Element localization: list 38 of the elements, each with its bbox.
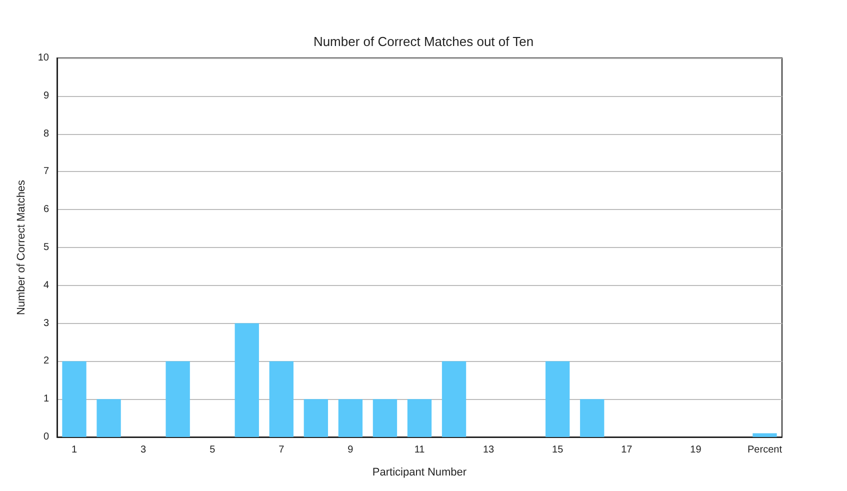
y-tick-label: 7 bbox=[43, 166, 50, 178]
bar bbox=[96, 399, 121, 437]
x-tick-label: 3 bbox=[140, 444, 147, 456]
x-tick-label: Percent bbox=[748, 444, 782, 456]
x-tick-label: 9 bbox=[348, 444, 354, 456]
y-tick-label: 4 bbox=[43, 280, 50, 291]
bar bbox=[269, 361, 294, 437]
bar bbox=[62, 361, 86, 437]
y-tick-label: 9 bbox=[43, 90, 50, 102]
x-tick-label: 15 bbox=[552, 444, 564, 456]
x-tick-label: 17 bbox=[621, 444, 633, 456]
y-tick-label: 3 bbox=[43, 318, 50, 329]
bar bbox=[407, 399, 432, 437]
bar bbox=[304, 399, 328, 437]
bar bbox=[442, 361, 466, 437]
bar bbox=[580, 399, 604, 437]
y-tick-label: 0 bbox=[43, 432, 50, 442]
bar bbox=[338, 399, 363, 437]
x-tick-label: 5 bbox=[210, 444, 216, 456]
y-tick-label: 10 bbox=[38, 52, 50, 64]
bar bbox=[752, 433, 777, 437]
y-tick-label: 1 bbox=[43, 394, 50, 405]
x-tick-label: 1 bbox=[71, 444, 78, 456]
x-tick-label: 13 bbox=[482, 444, 495, 456]
bar bbox=[234, 323, 259, 437]
y-tick-label: 2 bbox=[43, 356, 50, 367]
x-tick-label: 7 bbox=[278, 444, 285, 456]
bar bbox=[372, 399, 398, 437]
y-tick-label: 5 bbox=[43, 242, 50, 253]
y-tick-label: 8 bbox=[43, 128, 50, 140]
bar bbox=[546, 361, 570, 437]
y-tick-label: 6 bbox=[43, 204, 50, 216]
x-tick-label: 19 bbox=[690, 444, 702, 456]
bar bbox=[166, 361, 190, 437]
y-axis-title: Number of Correct Matches bbox=[15, 179, 28, 316]
x-axis-title: Participant Number bbox=[372, 466, 467, 478]
chart-title: Number of Correct Matches out of Ten bbox=[313, 34, 534, 49]
x-tick-label: 11 bbox=[414, 444, 426, 456]
